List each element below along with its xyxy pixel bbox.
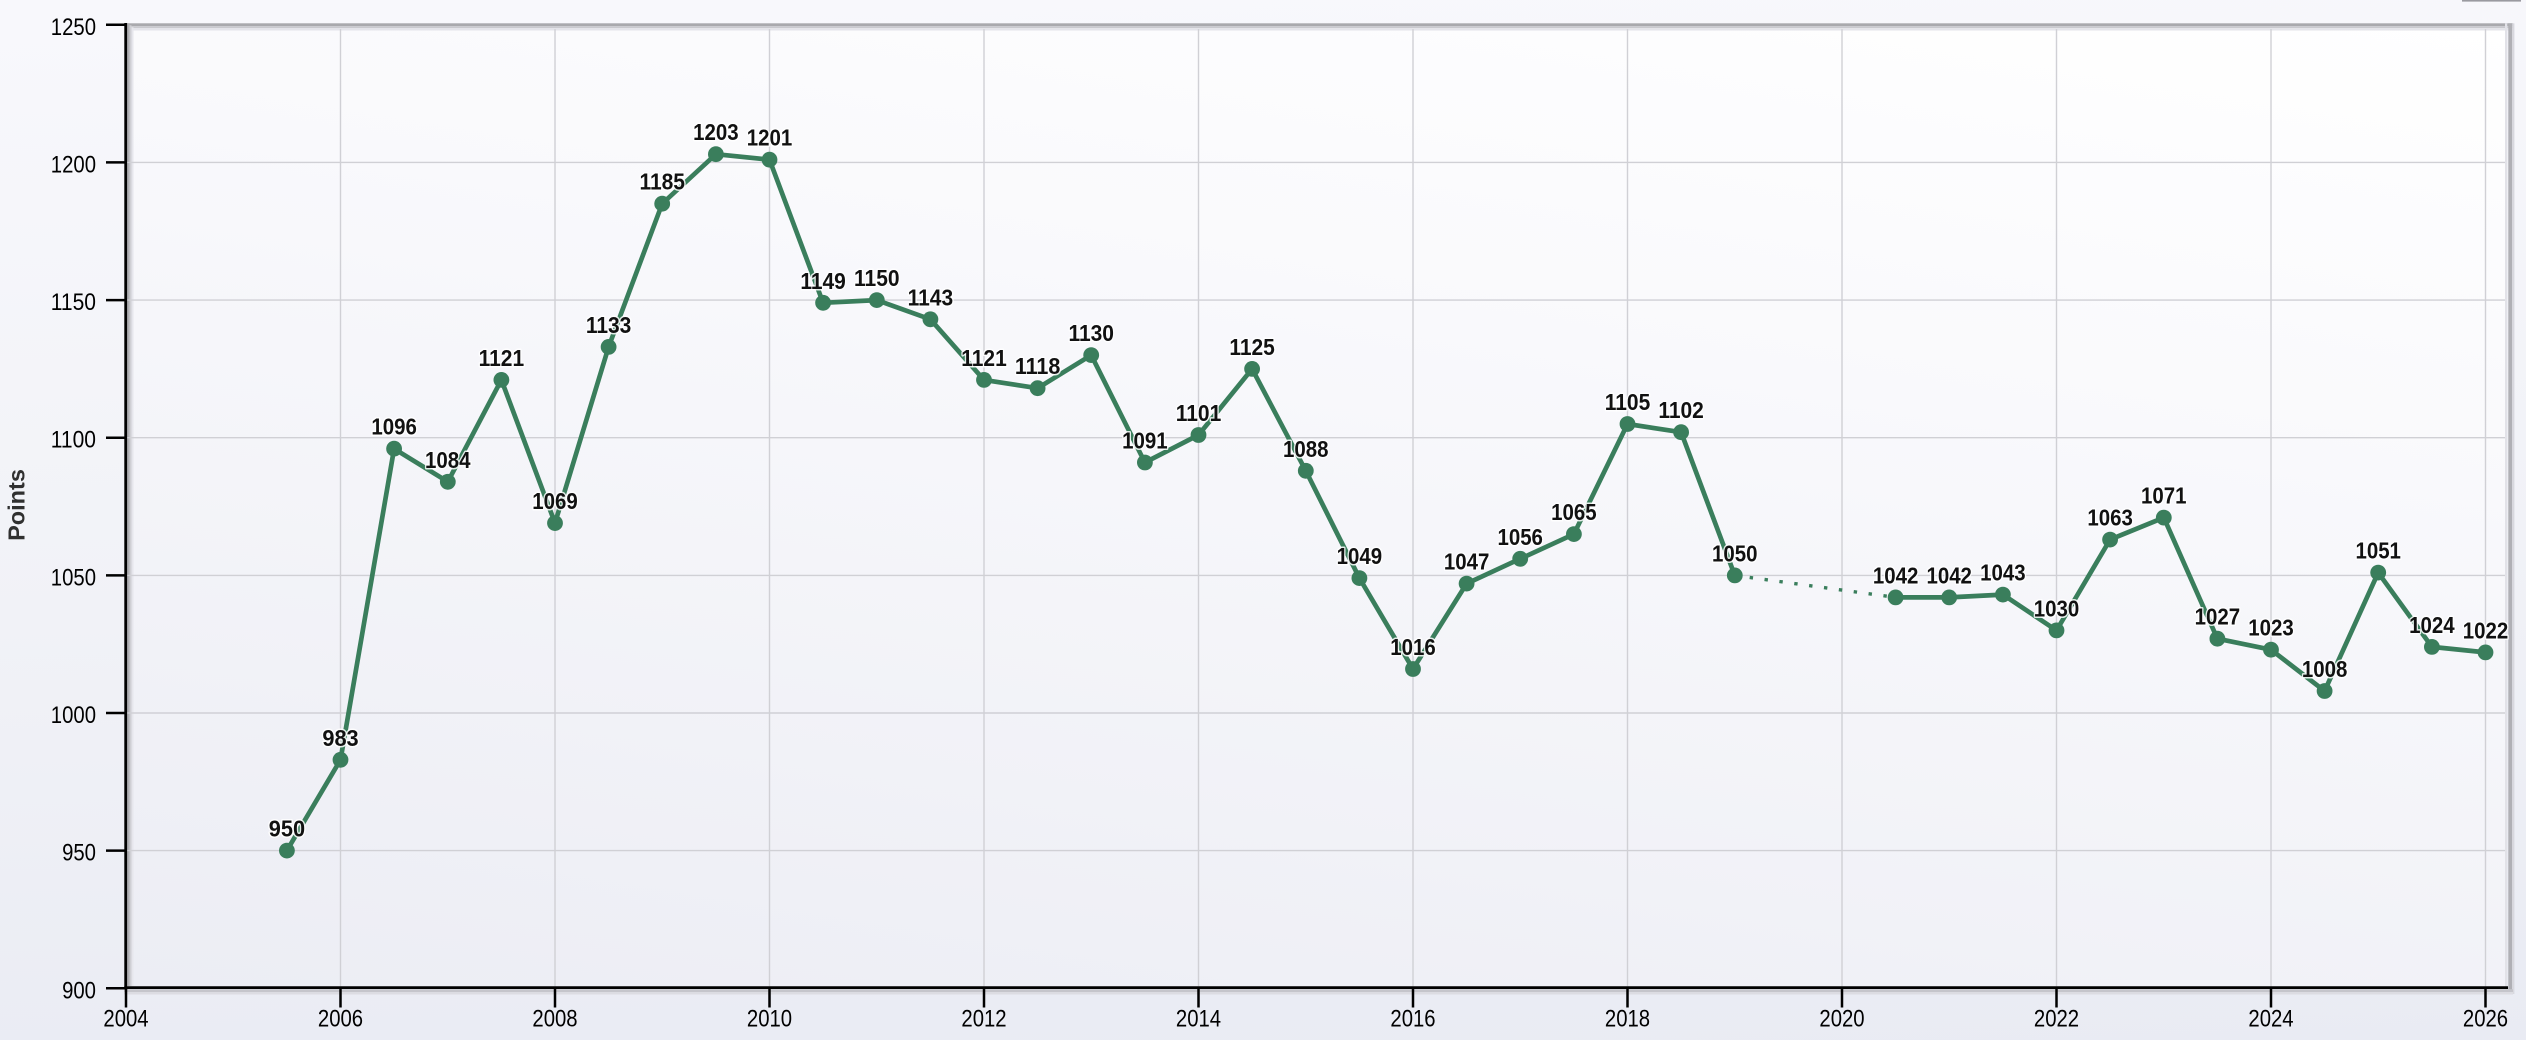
svg-text:1042: 1042 bbox=[1873, 562, 1919, 588]
svg-text:2022: 2022 bbox=[2034, 1006, 2079, 1033]
svg-text:1121: 1121 bbox=[479, 345, 525, 371]
svg-text:950: 950 bbox=[62, 840, 96, 867]
svg-text:1096: 1096 bbox=[371, 414, 417, 440]
svg-text:1049: 1049 bbox=[1337, 543, 1383, 569]
svg-text:1069: 1069 bbox=[532, 488, 578, 514]
svg-text:1101: 1101 bbox=[1176, 400, 1222, 426]
svg-text:1030: 1030 bbox=[2034, 595, 2080, 621]
svg-text:1050: 1050 bbox=[1712, 540, 1758, 566]
svg-text:1008: 1008 bbox=[2302, 656, 2348, 682]
svg-text:1043: 1043 bbox=[1980, 560, 2026, 586]
svg-text:1125: 1125 bbox=[1229, 334, 1275, 360]
svg-text:1023: 1023 bbox=[2248, 615, 2294, 641]
svg-text:1150: 1150 bbox=[854, 265, 900, 291]
svg-text:2008: 2008 bbox=[532, 1006, 577, 1033]
svg-text:2014: 2014 bbox=[1176, 1006, 1221, 1033]
svg-text:2024: 2024 bbox=[2248, 1006, 2293, 1033]
svg-text:1250: 1250 bbox=[51, 14, 96, 41]
svg-text:1042: 1042 bbox=[1926, 562, 1972, 588]
svg-text:1084: 1084 bbox=[425, 447, 471, 473]
svg-text:1102: 1102 bbox=[1658, 397, 1704, 423]
svg-text:2010: 2010 bbox=[747, 1006, 792, 1033]
svg-text:2012: 2012 bbox=[961, 1006, 1006, 1033]
svg-text:1056: 1056 bbox=[1497, 524, 1543, 550]
svg-text:1150: 1150 bbox=[51, 289, 96, 316]
svg-text:1143: 1143 bbox=[908, 284, 954, 310]
svg-text:1091: 1091 bbox=[1122, 428, 1168, 454]
svg-text:983: 983 bbox=[322, 725, 358, 751]
svg-text:1201: 1201 bbox=[747, 125, 793, 151]
svg-text:Points: Points bbox=[4, 469, 30, 541]
svg-text:1088: 1088 bbox=[1283, 436, 1329, 462]
svg-text:2018: 2018 bbox=[1605, 1006, 1650, 1033]
svg-text:1016: 1016 bbox=[1390, 634, 1436, 660]
svg-text:2004: 2004 bbox=[103, 1006, 148, 1033]
svg-text:1063: 1063 bbox=[2087, 505, 2133, 531]
svg-text:1149: 1149 bbox=[800, 268, 846, 294]
svg-text:1130: 1130 bbox=[1068, 320, 1114, 346]
svg-text:2026: 2026 bbox=[2463, 1006, 2508, 1033]
svg-text:1065: 1065 bbox=[1551, 499, 1597, 525]
svg-text:1051: 1051 bbox=[2355, 538, 2401, 564]
svg-text:1071: 1071 bbox=[2141, 483, 2187, 509]
svg-text:1133: 1133 bbox=[586, 312, 632, 338]
svg-text:1022: 1022 bbox=[2463, 617, 2509, 643]
svg-text:1121: 1121 bbox=[961, 345, 1007, 371]
svg-text:2006: 2006 bbox=[318, 1006, 363, 1033]
svg-text:1047: 1047 bbox=[1444, 549, 1490, 575]
svg-text:1105: 1105 bbox=[1605, 389, 1651, 415]
svg-text:1185: 1185 bbox=[639, 169, 685, 195]
svg-text:1100: 1100 bbox=[51, 427, 96, 454]
svg-text:2020: 2020 bbox=[1819, 1006, 1864, 1033]
svg-text:1200: 1200 bbox=[51, 151, 96, 178]
svg-text:1027: 1027 bbox=[2195, 604, 2241, 630]
svg-text:1118: 1118 bbox=[1015, 353, 1061, 379]
svg-text:1050: 1050 bbox=[51, 564, 96, 591]
svg-text:950: 950 bbox=[269, 816, 305, 842]
svg-text:1000: 1000 bbox=[51, 702, 96, 729]
svg-text:1203: 1203 bbox=[693, 119, 739, 145]
svg-text:900: 900 bbox=[62, 977, 96, 1004]
svg-text:2016: 2016 bbox=[1390, 1006, 1435, 1033]
svg-text:1024: 1024 bbox=[2409, 612, 2455, 638]
